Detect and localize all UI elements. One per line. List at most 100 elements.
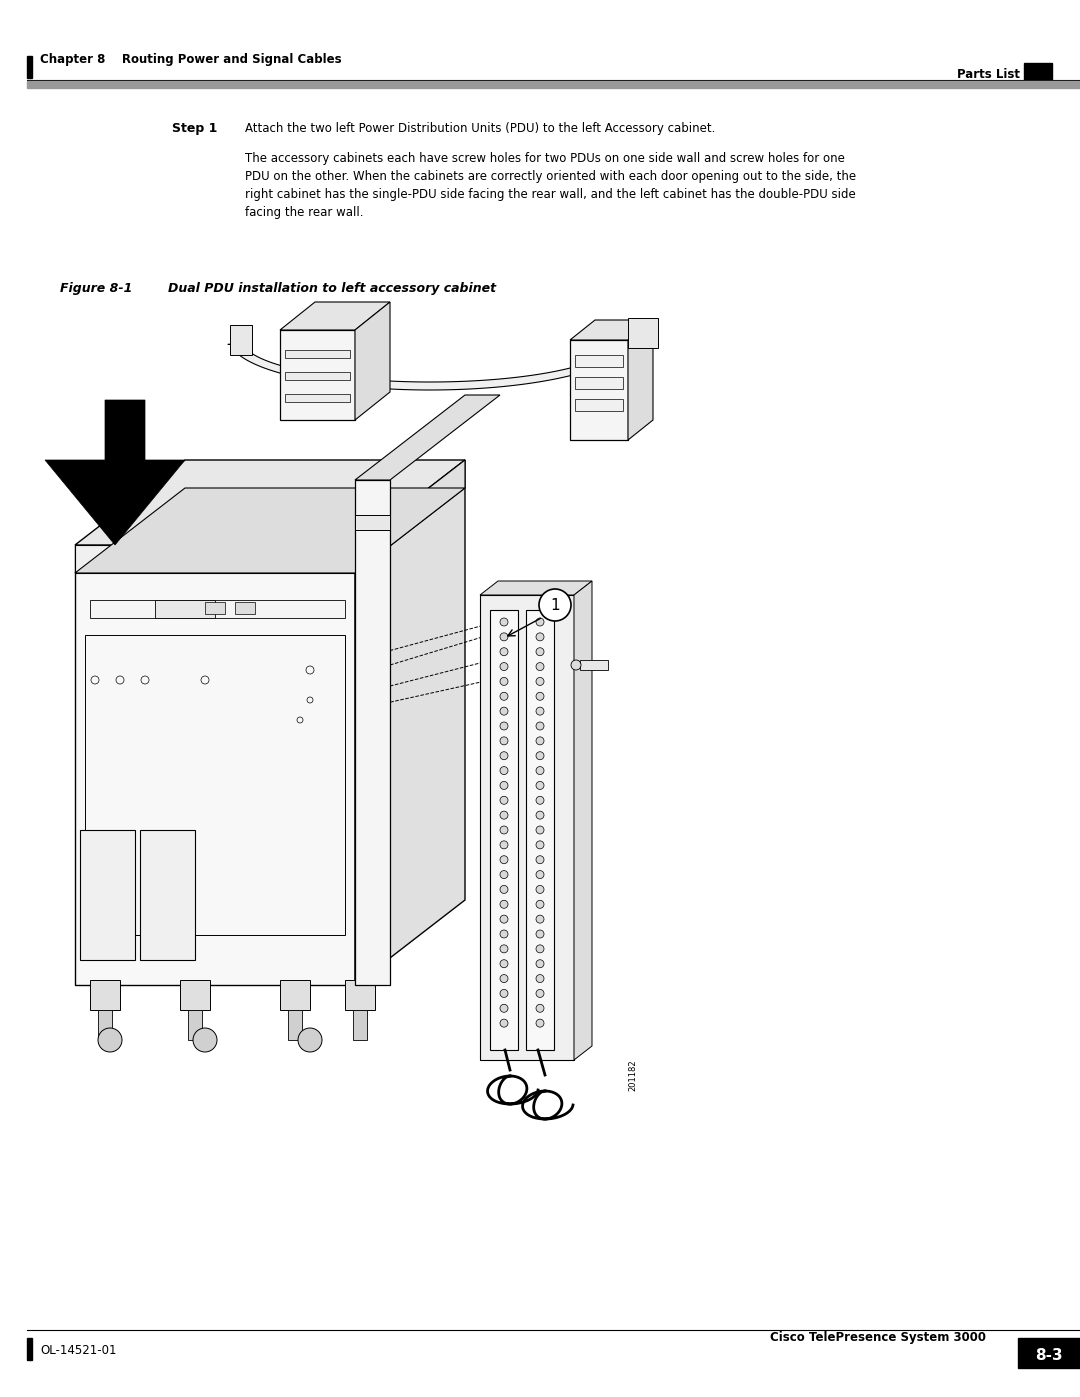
Polygon shape	[285, 394, 350, 402]
Circle shape	[536, 1004, 544, 1013]
Polygon shape	[627, 320, 653, 440]
Circle shape	[536, 767, 544, 774]
Polygon shape	[180, 981, 210, 1010]
Text: right cabinet has the single-PDU side facing the rear wall, and the left cabinet: right cabinet has the single-PDU side fa…	[245, 189, 855, 201]
Polygon shape	[75, 545, 355, 573]
Circle shape	[536, 930, 544, 937]
Circle shape	[500, 870, 508, 879]
Circle shape	[500, 722, 508, 731]
Circle shape	[500, 856, 508, 863]
Polygon shape	[45, 400, 185, 545]
Polygon shape	[90, 981, 120, 1010]
Polygon shape	[570, 320, 653, 339]
Circle shape	[500, 930, 508, 937]
Circle shape	[500, 975, 508, 982]
Text: PDU on the other. When the cabinets are correctly oriented with each door openin: PDU on the other. When the cabinets are …	[245, 170, 856, 183]
Polygon shape	[355, 460, 465, 985]
Circle shape	[500, 693, 508, 700]
Polygon shape	[627, 319, 658, 348]
Polygon shape	[355, 460, 465, 573]
Polygon shape	[575, 400, 623, 411]
Polygon shape	[288, 1010, 302, 1039]
Polygon shape	[573, 581, 592, 1060]
Polygon shape	[526, 610, 554, 1051]
Text: Attach the two left Power Distribution Units (PDU) to the left Accessory cabinet: Attach the two left Power Distribution U…	[245, 122, 715, 136]
Polygon shape	[230, 326, 252, 355]
Circle shape	[500, 781, 508, 789]
Circle shape	[536, 900, 544, 908]
Text: 8-3: 8-3	[1036, 1348, 1063, 1362]
Polygon shape	[480, 581, 592, 595]
Polygon shape	[205, 602, 225, 615]
Text: 1: 1	[550, 598, 559, 612]
Polygon shape	[575, 377, 623, 388]
Circle shape	[536, 796, 544, 805]
Text: Step 1: Step 1	[172, 122, 217, 136]
Circle shape	[536, 812, 544, 819]
Polygon shape	[75, 488, 465, 573]
Bar	[1024, 63, 1052, 82]
Text: 201182: 201182	[627, 1059, 637, 1091]
Circle shape	[500, 826, 508, 834]
Text: Parts List: Parts List	[957, 68, 1020, 81]
Circle shape	[536, 693, 544, 700]
Circle shape	[500, 944, 508, 953]
Polygon shape	[140, 830, 195, 960]
Polygon shape	[345, 981, 375, 1010]
Circle shape	[536, 648, 544, 655]
Circle shape	[500, 752, 508, 760]
Circle shape	[539, 590, 571, 622]
Circle shape	[500, 960, 508, 968]
Polygon shape	[580, 659, 608, 671]
Text: OL-14521-01: OL-14521-01	[40, 1344, 117, 1356]
Polygon shape	[80, 830, 135, 960]
Circle shape	[536, 736, 544, 745]
Text: Dual PDU installation to left accessory cabinet: Dual PDU installation to left accessory …	[168, 282, 496, 295]
Polygon shape	[355, 302, 390, 420]
Circle shape	[536, 722, 544, 731]
Circle shape	[536, 662, 544, 671]
Polygon shape	[575, 355, 623, 367]
Polygon shape	[85, 636, 345, 935]
Polygon shape	[280, 302, 390, 330]
Circle shape	[536, 707, 544, 715]
Polygon shape	[75, 545, 355, 985]
Text: facing the rear wall.: facing the rear wall.	[245, 205, 364, 219]
Polygon shape	[231, 344, 630, 390]
Circle shape	[500, 1020, 508, 1027]
Circle shape	[500, 633, 508, 641]
Polygon shape	[355, 395, 500, 481]
Polygon shape	[156, 599, 215, 617]
Polygon shape	[353, 1010, 367, 1039]
Text: Chapter 8    Routing Power and Signal Cables: Chapter 8 Routing Power and Signal Cable…	[40, 53, 341, 67]
Circle shape	[536, 752, 544, 760]
Circle shape	[536, 960, 544, 968]
Text: Figure 8-1: Figure 8-1	[60, 282, 133, 295]
Circle shape	[500, 662, 508, 671]
Circle shape	[536, 841, 544, 849]
Polygon shape	[90, 599, 345, 617]
Polygon shape	[280, 330, 355, 420]
Text: The accessory cabinets each have screw holes for two PDUs on one side wall and s: The accessory cabinets each have screw h…	[245, 152, 845, 165]
Circle shape	[536, 856, 544, 863]
Circle shape	[536, 870, 544, 879]
Circle shape	[500, 617, 508, 626]
Circle shape	[500, 915, 508, 923]
Polygon shape	[490, 610, 518, 1051]
Polygon shape	[355, 481, 390, 985]
Circle shape	[98, 1028, 122, 1052]
Circle shape	[500, 1004, 508, 1013]
Circle shape	[500, 900, 508, 908]
Bar	[27, 81, 1080, 88]
Circle shape	[536, 989, 544, 997]
Circle shape	[500, 886, 508, 894]
Circle shape	[500, 678, 508, 686]
Circle shape	[500, 707, 508, 715]
Circle shape	[500, 989, 508, 997]
Circle shape	[193, 1028, 217, 1052]
Circle shape	[500, 648, 508, 655]
Bar	[27, 1338, 32, 1361]
Polygon shape	[285, 372, 350, 380]
Circle shape	[536, 633, 544, 641]
Circle shape	[536, 915, 544, 923]
